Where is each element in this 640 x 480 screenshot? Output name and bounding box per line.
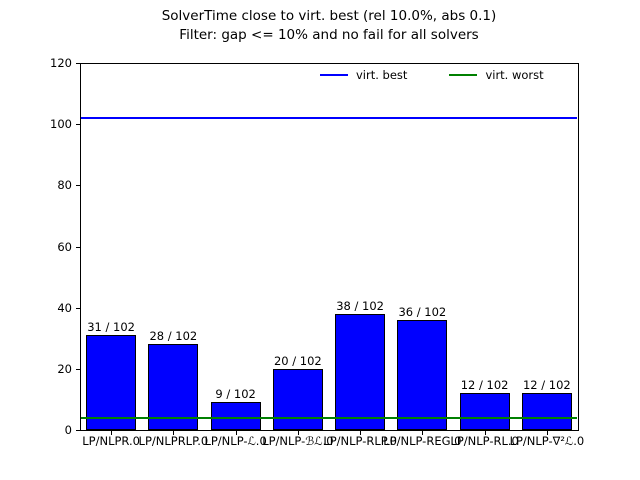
x-tick-label: LP/NLPRLP.0 bbox=[138, 434, 209, 448]
virt-best-line bbox=[81, 117, 577, 120]
chart-title-line1: SolverTime close to virt. best (rel 10.0… bbox=[161, 8, 497, 24]
y-tick-label: 0 bbox=[64, 423, 72, 437]
bar-value-label: 38 / 102 bbox=[336, 298, 385, 313]
x-tick-label: LP/NLP-RLP.0 bbox=[323, 434, 397, 448]
x-tick-label: LP/NLP-ℒ.0 bbox=[204, 434, 267, 448]
bar-LP/NLPRLP.0 bbox=[148, 344, 199, 430]
y-tick-mark bbox=[76, 246, 80, 248]
x-tick-mark bbox=[484, 431, 486, 435]
virt-worst-line-swatch bbox=[449, 74, 478, 76]
legend: virt. best virt. worst bbox=[320, 68, 544, 82]
chart-title: SolverTime close to virt. best (rel 10.0… bbox=[80, 7, 578, 45]
bar-value-label: 9 / 102 bbox=[215, 387, 256, 402]
x-tick-mark bbox=[235, 431, 237, 435]
bar-value-label: 20 / 102 bbox=[273, 353, 322, 368]
legend-label-virt-worst: virt. worst bbox=[485, 68, 544, 82]
x-tick-mark bbox=[173, 431, 175, 435]
x-tick-label: LP/NLPR.0 bbox=[82, 434, 140, 448]
chart-title-line2: Filter: gap <= 10% and no fail for all s… bbox=[179, 27, 479, 43]
y-tick-label: 120 bbox=[50, 56, 72, 70]
bar-value-label: 12 / 102 bbox=[522, 378, 571, 393]
legend-item-virt-worst: virt. worst bbox=[449, 68, 544, 82]
bar-LP/NLP-REG.0 bbox=[397, 319, 448, 430]
bar-value-label: 28 / 102 bbox=[149, 329, 198, 344]
bar-LP/NLP-RLP.0 bbox=[335, 313, 386, 430]
bar-LP/NLP-ℬℒ.0 bbox=[272, 368, 323, 430]
y-tick-label: 40 bbox=[57, 300, 72, 315]
legend-item-virt-best: virt. best bbox=[320, 68, 407, 82]
bar-LP/NLP-RL.0 bbox=[459, 393, 510, 430]
x-tick-label: LP/NLP-∇²ℒ.0 bbox=[509, 434, 585, 448]
y-tick-label: 20 bbox=[57, 361, 72, 376]
bar-value-label: 12 / 102 bbox=[460, 378, 509, 393]
y-tick-label: 100 bbox=[50, 117, 72, 132]
x-tick-mark bbox=[111, 431, 113, 435]
x-tick-label: LP/NLP-RL.0 bbox=[450, 434, 519, 448]
virt-best-line-swatch bbox=[320, 74, 348, 76]
y-tick-label: 60 bbox=[57, 239, 72, 254]
y-tick-mark bbox=[76, 185, 80, 187]
x-tick-mark bbox=[297, 431, 299, 435]
bar-LP/NLP-ℒ.0 bbox=[210, 402, 261, 430]
x-tick-mark bbox=[360, 431, 362, 435]
y-tick-mark bbox=[76, 307, 80, 309]
bar-value-label: 31 / 102 bbox=[87, 320, 136, 335]
x-tick-mark bbox=[546, 431, 548, 435]
bar-LP/NLP-∇²ℒ.0 bbox=[521, 393, 572, 430]
virt-worst-line bbox=[81, 416, 577, 419]
y-tick-mark bbox=[76, 430, 80, 431]
x-tick-label: LP/NLP-ℬℒ.0 bbox=[262, 434, 334, 448]
legend-label-virt-best: virt. best bbox=[356, 68, 408, 82]
y-tick-label: 80 bbox=[57, 178, 72, 193]
bar-value-label: 36 / 102 bbox=[398, 304, 447, 319]
x-tick-label: LP/NLP-REG.0 bbox=[383, 434, 462, 448]
y-tick-mark bbox=[76, 124, 80, 126]
y-tick-mark bbox=[76, 368, 80, 370]
bar-LP/NLPR.0 bbox=[86, 335, 137, 430]
x-tick-mark bbox=[422, 431, 424, 435]
y-tick-mark bbox=[76, 63, 80, 64]
